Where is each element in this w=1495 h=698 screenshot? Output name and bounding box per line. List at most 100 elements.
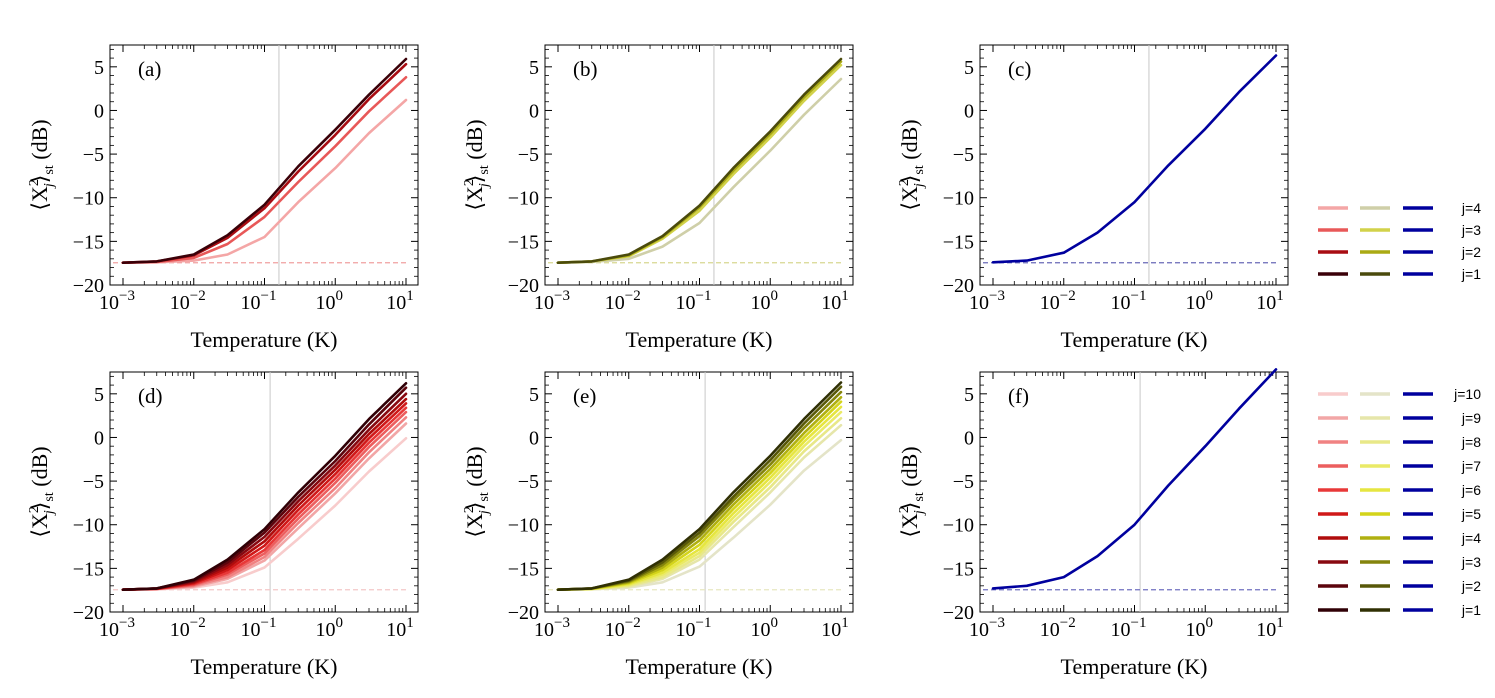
legend-label: j=4 (1461, 200, 1481, 216)
y-tick-label: 0 (529, 427, 539, 449)
series-line-j=2 (556, 60, 843, 265)
panel-label: (e) (573, 384, 596, 408)
series-line-j=1 (556, 57, 843, 265)
x-tick-label: 10−1 (241, 288, 277, 314)
y-tick-label: −10 (73, 515, 104, 537)
x-tick-label: 10−1 (1111, 288, 1147, 314)
y-tick-label: −20 (508, 602, 539, 624)
x-tick-label: 101 (821, 615, 849, 641)
y-tick-label: −20 (73, 602, 104, 624)
y-axis-label: ⟨X2j⟩st (dB) (462, 446, 492, 537)
y-tick-label: 5 (529, 57, 539, 79)
panel-label: (a) (138, 57, 161, 81)
y-tick-label: 0 (964, 427, 974, 449)
x-axis-label: Temperature (K) (191, 654, 338, 679)
legend-label: j=2 (1461, 244, 1481, 260)
y-axis-label: ⟨X2j⟩st (dB) (462, 119, 492, 210)
legend-label: j=7 (1461, 458, 1481, 474)
series-line-j=1 (121, 381, 408, 592)
series-line-j=4 (121, 98, 408, 265)
x-tick-label: 100 (1186, 288, 1214, 314)
y-tick-label: −10 (943, 188, 974, 210)
x-tick-label: 10−3 (534, 615, 570, 641)
series-line-j=10 (121, 436, 408, 592)
x-tick-label: 10−3 (534, 288, 570, 314)
y-tick-label: −5 (953, 144, 974, 166)
y-tick-label: −15 (508, 558, 539, 580)
legend-label: j=9 (1461, 410, 1481, 426)
series-line-j=1 (121, 57, 408, 265)
y-tick-label: −15 (943, 231, 974, 253)
y-tick-label: −5 (83, 144, 104, 166)
x-tick-label: 10−1 (676, 288, 712, 314)
y-tick-label: −20 (943, 275, 974, 297)
y-tick-label: −5 (953, 471, 974, 493)
legend-1: j=4 j=3 j=2 j=1 (1318, 200, 1481, 282)
x-tick-label: 10−3 (969, 615, 1005, 641)
y-tick-label: −20 (508, 275, 539, 297)
x-axis-label: Temperature (K) (1061, 654, 1208, 679)
plot-frame (109, 44, 419, 286)
x-tick-label: 10−1 (676, 615, 712, 641)
plot-frame (979, 44, 1289, 286)
x-tick-label: 10−2 (605, 288, 641, 314)
legend-label: j=5 (1461, 506, 1481, 522)
y-tick-label: −10 (943, 515, 974, 537)
y-tick-label: 5 (964, 384, 974, 406)
y-tick-label: 5 (94, 384, 104, 406)
y-tick-label: −15 (943, 558, 974, 580)
y-tick-label: −20 (73, 275, 104, 297)
x-tick-label: 100 (751, 615, 779, 641)
panel-label: (d) (138, 384, 163, 408)
x-tick-label: 10−3 (99, 288, 135, 314)
y-tick-label: −20 (943, 602, 974, 624)
y-tick-label: 5 (94, 57, 104, 79)
plot-frame (109, 371, 419, 613)
x-tick-label: 101 (821, 288, 849, 314)
x-tick-label: 101 (386, 288, 414, 314)
series-line-j=2 (121, 62, 408, 265)
legend-label: j=1 (1461, 602, 1481, 618)
x-axis-label: Temperature (K) (626, 654, 773, 679)
y-tick-label: −10 (508, 515, 539, 537)
x-tick-label: 100 (751, 288, 779, 314)
legend-label: j=6 (1461, 482, 1481, 498)
plot-frame (544, 44, 854, 286)
y-tick-label: −5 (518, 144, 539, 166)
x-tick-label: 10−3 (969, 288, 1005, 314)
y-tick-label: 0 (94, 100, 104, 122)
legend-label: j=10 (1453, 386, 1481, 402)
series-line-j=3 (556, 63, 843, 265)
x-tick-label: 10−1 (241, 615, 277, 641)
y-tick-label: 0 (529, 100, 539, 122)
x-tick-label: 101 (386, 615, 414, 641)
y-tick-label: 5 (529, 384, 539, 406)
series-line-j=1 (991, 54, 1278, 264)
legend-label: j=3 (1461, 554, 1481, 570)
x-axis-label: Temperature (K) (1061, 327, 1208, 352)
y-tick-label: 5 (964, 57, 974, 79)
x-tick-label: 100 (316, 288, 344, 314)
legend-2: j=10 j=9 j=8 j=7 j=6 j=5 j=4 j=3 j=2 j=1 (1318, 386, 1481, 618)
legend-label: j=4 (1461, 530, 1481, 546)
y-tick-label: −15 (73, 231, 104, 253)
x-axis-label: Temperature (K) (191, 327, 338, 352)
x-tick-label: 10−2 (170, 615, 206, 641)
legend-label: j=8 (1461, 434, 1481, 450)
y-axis-label: ⟨X2j⟩st (dB) (897, 446, 927, 537)
series-line-j=1 (991, 368, 1278, 590)
x-tick-label: 10−1 (1111, 615, 1147, 641)
y-axis-label: ⟨X2j⟩st (dB) (27, 446, 57, 537)
x-tick-label: 10−2 (170, 288, 206, 314)
legend-label: j=3 (1461, 222, 1481, 238)
x-tick-label: 10−2 (1040, 615, 1076, 641)
x-tick-label: 10−3 (99, 615, 135, 641)
y-tick-label: −15 (508, 231, 539, 253)
